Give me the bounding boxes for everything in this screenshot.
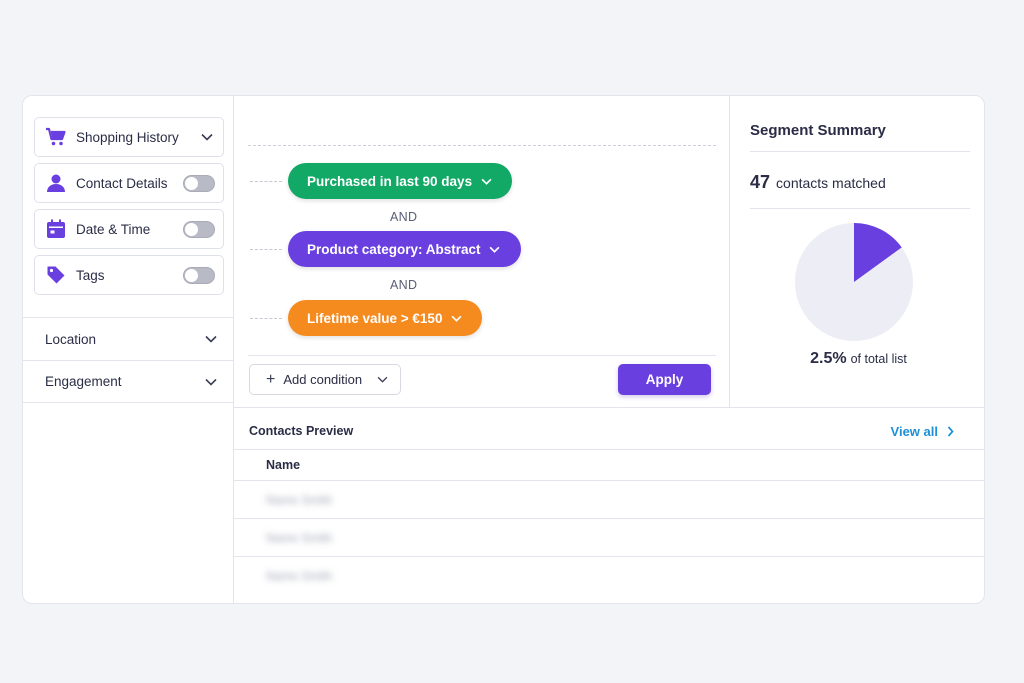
matched-label: contacts matched — [776, 175, 886, 191]
filter-label: Shopping History — [76, 129, 179, 145]
condition-pill-product-category[interactable]: Product category: Abstract — [288, 231, 521, 267]
chevron-down-icon — [374, 372, 390, 388]
segment-builder-card: Shopping History Contact Details Date & … — [22, 95, 985, 604]
filter-shopping-history[interactable]: Shopping History — [34, 117, 224, 157]
filter-contact-details[interactable]: Contact Details — [34, 163, 224, 203]
contact-name: Name Smith — [266, 569, 333, 583]
condition-row: Purchased in last 90 days — [250, 163, 513, 199]
pie-slice-matched — [854, 223, 902, 282]
tags-toggle[interactable] — [183, 266, 215, 284]
percent-value: 2.5% — [810, 350, 847, 367]
tag-icon — [45, 264, 67, 286]
chevron-down-icon[interactable] — [199, 129, 215, 145]
table-row[interactable]: Name Smith — [234, 481, 984, 519]
column-header-name[interactable]: Name — [234, 449, 984, 481]
chevron-down-icon — [203, 374, 219, 390]
divider — [248, 355, 716, 356]
condition-label: Lifetime value > €150 — [307, 310, 443, 326]
person-icon — [45, 172, 67, 194]
filter-date-time[interactable]: Date & Time — [34, 209, 224, 249]
percent-label: of total list — [850, 352, 907, 366]
connector-line — [250, 248, 282, 250]
apply-button[interactable]: Apply — [618, 364, 711, 395]
table-row[interactable]: Name Smith — [234, 519, 984, 557]
section-label: Engagement — [45, 374, 122, 389]
condition-builder: Purchased in last 90 days AND Product ca… — [234, 96, 730, 407]
chevron-down-icon — [448, 310, 464, 326]
view-all-link[interactable]: View all — [891, 423, 958, 439]
cart-icon — [45, 126, 67, 148]
add-condition-label: Add condition — [283, 372, 363, 387]
summary-title: Segment Summary — [750, 122, 886, 139]
segment-pie-chart — [795, 223, 913, 341]
connector-line — [250, 317, 282, 319]
section-engagement[interactable]: Engagement — [23, 360, 233, 403]
add-condition-button[interactable]: + Add condition — [249, 364, 401, 395]
filter-label: Date & Time — [76, 221, 151, 237]
segment-summary-panel: Segment Summary 47 contacts matched 2.5%… — [729, 96, 984, 407]
calendar-icon — [45, 218, 67, 240]
contact-name: Name Smith — [266, 530, 333, 545]
chevron-down-icon — [487, 241, 503, 257]
filter-tags[interactable]: Tags — [34, 255, 224, 295]
plus-icon: + — [266, 370, 276, 388]
view-all-label: View all — [890, 423, 938, 439]
filter-sidebar: Shopping History Contact Details Date & … — [23, 96, 234, 603]
date-time-toggle[interactable] — [183, 220, 215, 238]
divider — [750, 208, 970, 209]
table-row[interactable]: Name Smith — [234, 557, 984, 595]
condition-pill-lifetime-value[interactable]: Lifetime value > €150 — [288, 300, 483, 336]
percent-of-list: 2.5% of total list — [730, 350, 984, 368]
chevron-down-icon — [478, 173, 494, 189]
condition-row: Lifetime value > €150 — [250, 300, 483, 336]
section-label: Location — [45, 331, 97, 347]
condition-label: Product category: Abstract — [307, 241, 481, 257]
condition-pill-purchased[interactable]: Purchased in last 90 days — [288, 163, 513, 199]
chevron-right-icon — [942, 423, 958, 439]
filter-label: Contact Details — [76, 175, 168, 191]
chevron-down-icon — [203, 331, 219, 347]
and-connector: AND — [390, 210, 418, 224]
filter-label: Tags — [76, 267, 105, 283]
matched-number: 47 — [750, 172, 771, 192]
connector-line — [250, 180, 282, 182]
condition-row: Product category: Abstract — [250, 231, 521, 267]
contacts-preview: Contacts Preview View all Name Name Smit… — [234, 407, 984, 603]
preview-title: Contacts Preview — [249, 424, 354, 438]
divider — [750, 151, 970, 152]
matched-count: 47 contacts matched — [750, 172, 886, 193]
contact-details-toggle[interactable] — [183, 174, 215, 192]
contact-name: Name Smith — [266, 492, 333, 507]
and-connector: AND — [390, 278, 418, 292]
divider — [248, 145, 716, 146]
condition-label: Purchased in last 90 days — [307, 173, 473, 189]
section-location[interactable]: Location — [23, 317, 233, 360]
